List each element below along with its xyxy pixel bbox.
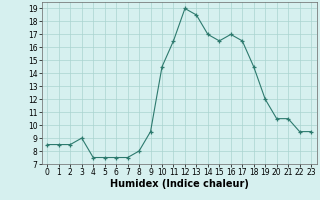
- X-axis label: Humidex (Indice chaleur): Humidex (Indice chaleur): [110, 179, 249, 189]
